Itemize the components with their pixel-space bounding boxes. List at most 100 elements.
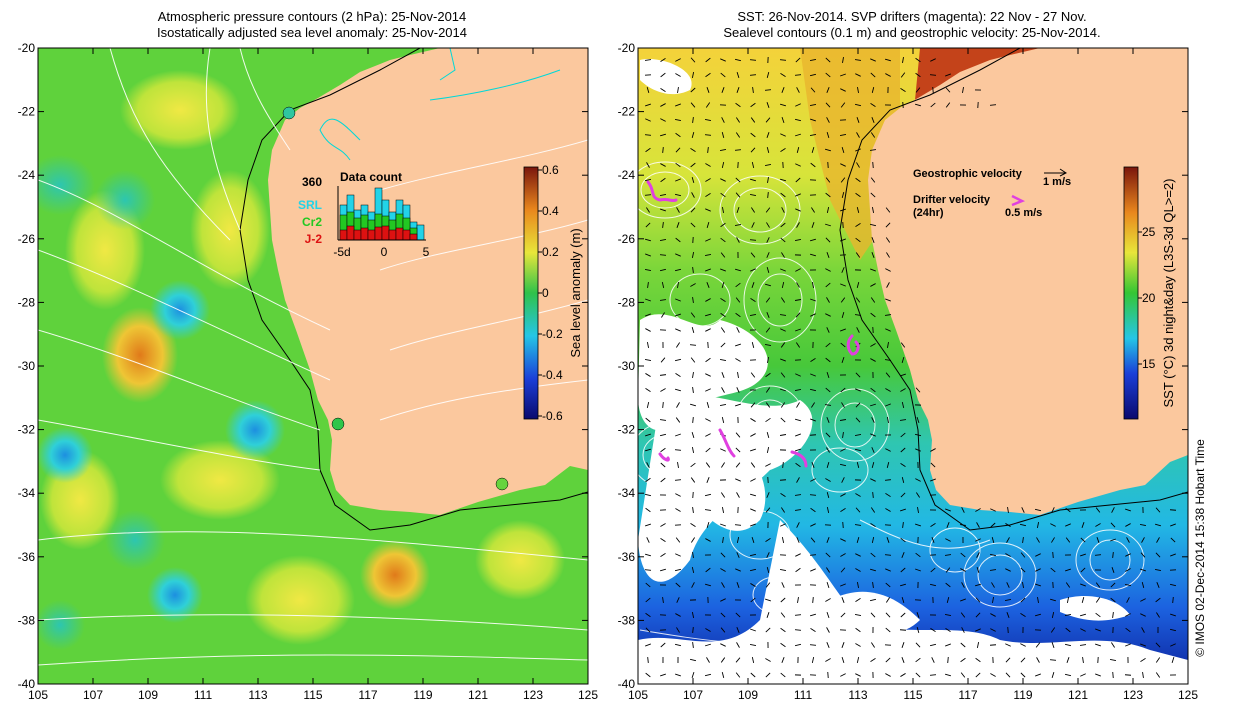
velocity-arrow	[645, 118, 651, 122]
velocity-arrow	[841, 597, 845, 603]
velocity-arrow	[660, 72, 666, 78]
velocity-arrow	[661, 312, 665, 318]
tide-gauge-marker	[331, 417, 345, 431]
velocity-arrow	[915, 523, 921, 527]
velocity-arrow	[735, 358, 741, 362]
velocity-arrow	[720, 568, 726, 572]
velocity-arrow	[900, 462, 906, 468]
velocity-arrow	[870, 522, 876, 528]
velocity-arrow	[794, 133, 802, 137]
velocity-arrow	[810, 537, 816, 543]
velocity-arrow	[780, 507, 786, 513]
velocity-arrow	[691, 71, 695, 79]
velocity-arrow	[736, 642, 740, 648]
velocity-arrow	[691, 131, 695, 139]
velocity-arrow	[766, 222, 770, 228]
velocity-arrow	[751, 222, 755, 228]
velocity-arrow	[870, 58, 876, 62]
velocity-arrow	[810, 373, 816, 377]
velocity-arrow	[765, 297, 771, 303]
velocity-arrow	[749, 59, 757, 61]
velocity-arrow	[810, 162, 816, 168]
velocity-arrow	[1111, 507, 1115, 513]
velocity-arrow	[660, 208, 666, 212]
velocity-arrow	[825, 192, 831, 198]
y-tick-label: -32	[18, 423, 36, 437]
velocity-arrow	[1094, 554, 1102, 556]
velocity-arrow	[960, 657, 966, 663]
velocity-arrow	[765, 598, 771, 602]
x-tick-label: 113	[848, 688, 867, 702]
velocity-arrow	[690, 207, 696, 213]
y-tick-label: -36	[618, 550, 636, 564]
velocity-arrow	[750, 433, 756, 437]
velocity-arrow	[735, 657, 741, 663]
velocity-arrow	[855, 388, 861, 392]
x-tick-label: 115	[903, 688, 922, 702]
sla-field	[38, 70, 565, 650]
velocity-arrow	[705, 567, 711, 573]
velocity-arrow	[885, 597, 891, 603]
velocity-arrow	[646, 86, 650, 94]
velocity-arrow	[855, 568, 861, 572]
velocity-arrow	[705, 462, 711, 468]
velocity-arrow	[735, 297, 741, 303]
velocity-arrow	[990, 522, 996, 528]
velocity-arrow	[901, 552, 905, 558]
velocity-arrow	[855, 177, 861, 183]
velocity-arrow	[915, 657, 921, 663]
velocity-arrow	[1036, 657, 1040, 663]
velocity-arrow	[930, 522, 936, 528]
velocity-arrow	[735, 132, 741, 138]
velocity-arrow	[720, 192, 726, 198]
velocity-arrow	[749, 193, 757, 197]
velocity-arrow	[705, 418, 711, 422]
velocity-arrow	[1125, 568, 1131, 572]
velocity-arrow	[690, 477, 696, 483]
velocity-arrow	[960, 568, 966, 572]
velocity-arrow	[825, 658, 831, 662]
velocity-arrow	[885, 657, 891, 663]
velocity-arrow	[840, 163, 846, 167]
velocity-arrow	[796, 222, 800, 228]
velocity-arrow	[1125, 613, 1131, 617]
velocity-arrow	[720, 643, 726, 647]
velocity-arrow	[1125, 523, 1131, 527]
velocity-arrow	[690, 312, 696, 318]
velocity-arrow	[900, 447, 906, 453]
velocity-arrow	[840, 448, 846, 452]
velocity-arrow	[824, 223, 832, 227]
velocity-arrow	[839, 419, 847, 421]
velocity-arrow	[899, 583, 907, 587]
velocity-arrow	[720, 268, 726, 272]
velocity-arrow	[1006, 612, 1010, 618]
velocity-arrow	[704, 583, 712, 587]
velocity-arrow	[1005, 672, 1011, 678]
velocity-arrow	[1005, 523, 1011, 527]
y-tick-label: -38	[618, 613, 636, 627]
velocity-arrow	[765, 463, 771, 467]
velocity-arrow	[720, 312, 726, 318]
velocity-arrow	[660, 673, 666, 677]
velocity-arrow	[826, 461, 830, 469]
velocity-arrow	[855, 222, 861, 228]
velocity-arrow	[705, 328, 711, 332]
velocity-arrow	[644, 493, 652, 497]
velocity-arrow	[960, 612, 966, 618]
velocity-arrow	[1080, 628, 1086, 632]
velocity-arrow	[780, 417, 786, 423]
velocity-arrow	[674, 479, 682, 481]
drifter-velocity-label: Drifter velocity	[913, 194, 991, 206]
velocity-arrow	[659, 133, 667, 137]
inset-tick-5: 5	[423, 245, 430, 259]
velocity-arrow	[660, 523, 666, 527]
velocity-arrow	[794, 418, 802, 422]
velocity-arrow	[750, 523, 756, 527]
velocity-arrow	[1080, 673, 1086, 677]
velocity-arrow	[644, 59, 652, 61]
velocity-arrow	[825, 177, 831, 183]
velocity-arrow	[675, 372, 681, 378]
velocity-arrow	[915, 478, 921, 482]
velocity-arrow	[691, 431, 695, 439]
y-tick-label: -26	[618, 232, 636, 246]
